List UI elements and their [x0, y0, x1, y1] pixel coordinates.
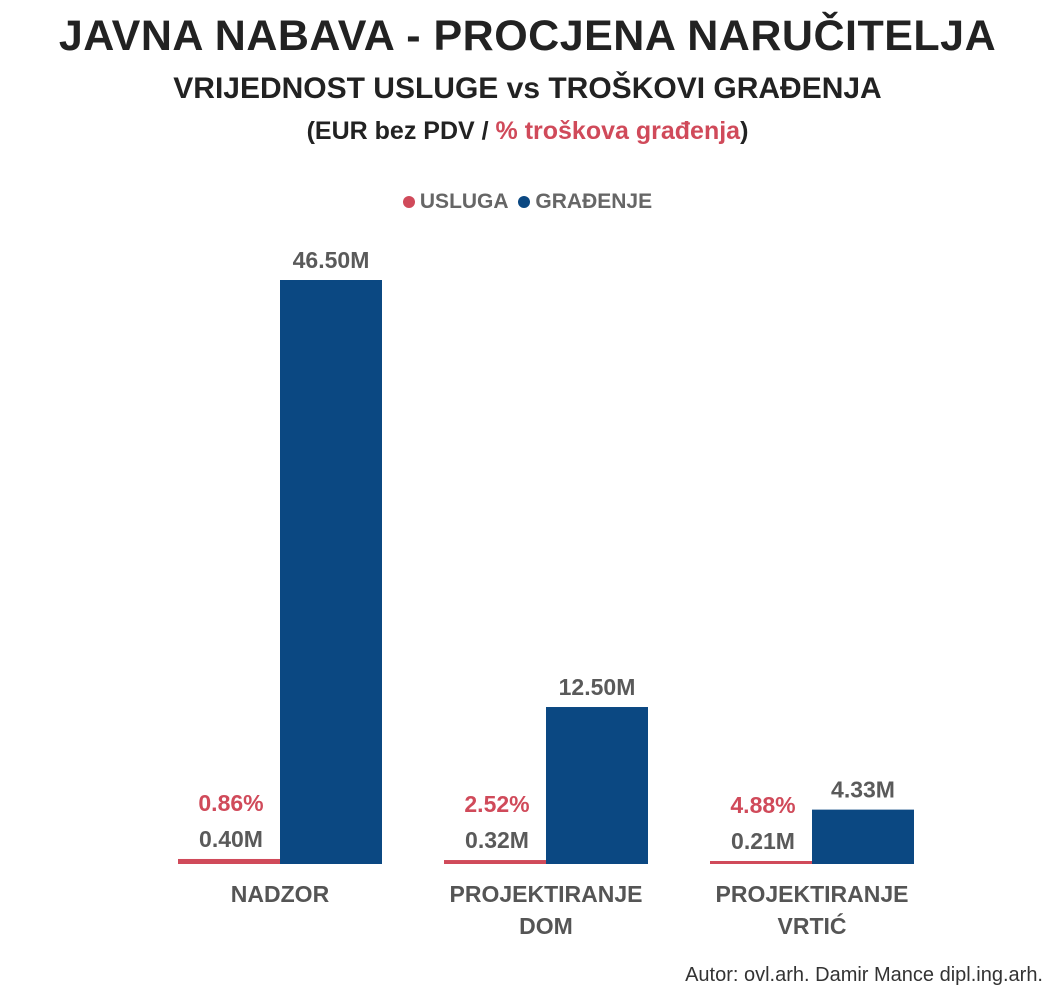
chart-subtitle: VRIJEDNOST USLUGE vs TROŠKOVI GRAĐENJA — [173, 72, 882, 105]
bar-gradjenje — [812, 809, 914, 864]
bar-usluga — [178, 858, 280, 864]
unit-accent: % troškova građenja — [495, 117, 741, 145]
percent-label-usluga: 2.52% — [464, 791, 529, 817]
legend-item-gradjenje: GRAĐENJE — [518, 190, 652, 214]
legend-dot-gradjenje — [518, 196, 531, 208]
category-label: NADZOR — [231, 881, 330, 907]
percent-label-usluga: 0.86% — [198, 790, 263, 816]
legend-dot-usluga — [402, 196, 415, 208]
bar-gradjenje — [546, 707, 648, 864]
value-label-gradjenje: 4.33M — [831, 777, 895, 803]
bar-gradjenje — [280, 280, 382, 864]
bar-chart: 0.40M 0.86% 46.50M NADZOR 0.32M 2.52% 12.50M PR… — [178, 247, 914, 939]
chart-title: JAVNA NABAVA - PROCJENA NARUČITELJA — [58, 12, 997, 60]
category-label: DOM — [519, 913, 573, 939]
category-label: PROJEKTIRANJE — [450, 881, 643, 907]
percent-label-usluga: 4.88% — [730, 792, 795, 818]
bar-usluga — [444, 860, 546, 864]
chart-legend: USLUGA GRAĐENJE — [0, 190, 1055, 214]
value-label-usluga: 0.21M — [731, 828, 795, 854]
category-label: VRTIĆ — [778, 912, 847, 939]
legend-label-usluga: USLUGA — [419, 190, 509, 213]
category-label: PROJEKTIRANJE — [716, 881, 909, 907]
bar-usluga — [710, 861, 812, 864]
value-label-usluga: 0.40M — [199, 826, 263, 852]
author-credit: Autor: ovl.arh. Damir Mance dipl.ing.arh… — [685, 964, 1043, 986]
unit-prefix: (EUR bez PDV / — [306, 117, 496, 145]
value-label-gradjenje: 12.50M — [559, 674, 636, 700]
legend-label-gradjenje: GRAĐENJE — [535, 190, 653, 213]
unit-suffix: ) — [740, 117, 749, 145]
legend-item-usluga: USLUGA — [402, 190, 509, 214]
value-label-gradjenje: 46.50M — [293, 247, 370, 273]
unit-line: (EUR bez PDV / % troškova građenja) — [0, 117, 1055, 146]
value-label-usluga: 0.32M — [465, 827, 529, 853]
